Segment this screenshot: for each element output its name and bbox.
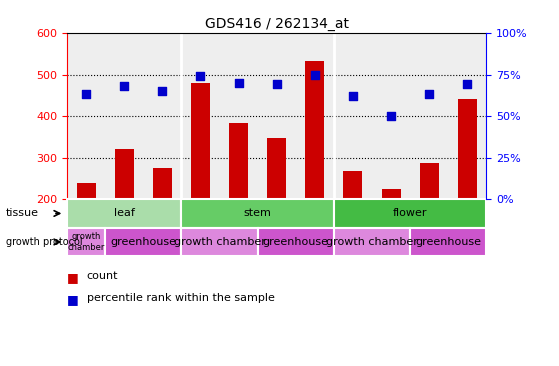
Text: ■: ■ xyxy=(67,271,79,284)
Bar xyxy=(305,61,324,199)
Point xyxy=(310,72,319,78)
Point xyxy=(158,88,167,94)
Bar xyxy=(182,228,258,256)
Text: growth
chamber: growth chamber xyxy=(68,232,105,252)
Bar xyxy=(105,228,182,256)
Point xyxy=(82,92,91,97)
Bar xyxy=(191,83,210,199)
Bar xyxy=(458,100,477,199)
Title: GDS416 / 262134_at: GDS416 / 262134_at xyxy=(205,16,349,30)
Bar xyxy=(382,189,401,199)
Text: percentile rank within the sample: percentile rank within the sample xyxy=(87,293,274,303)
Bar xyxy=(77,183,96,199)
Bar xyxy=(334,199,486,228)
Bar xyxy=(67,228,105,256)
Bar xyxy=(420,163,439,199)
Text: flower: flower xyxy=(393,209,427,219)
Text: greenhouse: greenhouse xyxy=(110,237,176,247)
Bar xyxy=(258,228,334,256)
Point xyxy=(463,82,472,87)
Text: growth chamber: growth chamber xyxy=(326,237,418,247)
Text: growth chamber: growth chamber xyxy=(174,237,266,247)
Bar xyxy=(267,138,286,199)
Point xyxy=(196,73,205,79)
Point xyxy=(387,113,396,119)
Bar xyxy=(410,228,486,256)
Point xyxy=(348,93,357,99)
Text: tissue: tissue xyxy=(6,209,39,219)
Bar xyxy=(334,228,410,256)
Text: growth protocol: growth protocol xyxy=(6,237,82,247)
Point xyxy=(425,92,434,97)
Text: ■: ■ xyxy=(67,293,79,306)
Point xyxy=(234,80,243,86)
Bar xyxy=(229,123,248,199)
Text: count: count xyxy=(87,271,118,281)
Point xyxy=(272,82,281,87)
Text: stem: stem xyxy=(244,209,272,219)
Text: greenhouse: greenhouse xyxy=(415,237,481,247)
Bar xyxy=(343,171,362,199)
Bar xyxy=(67,199,182,228)
Text: leaf: leaf xyxy=(114,209,135,219)
Point xyxy=(120,83,129,89)
Bar xyxy=(153,168,172,199)
Bar xyxy=(182,199,334,228)
Bar xyxy=(115,149,134,199)
Text: greenhouse: greenhouse xyxy=(263,237,329,247)
